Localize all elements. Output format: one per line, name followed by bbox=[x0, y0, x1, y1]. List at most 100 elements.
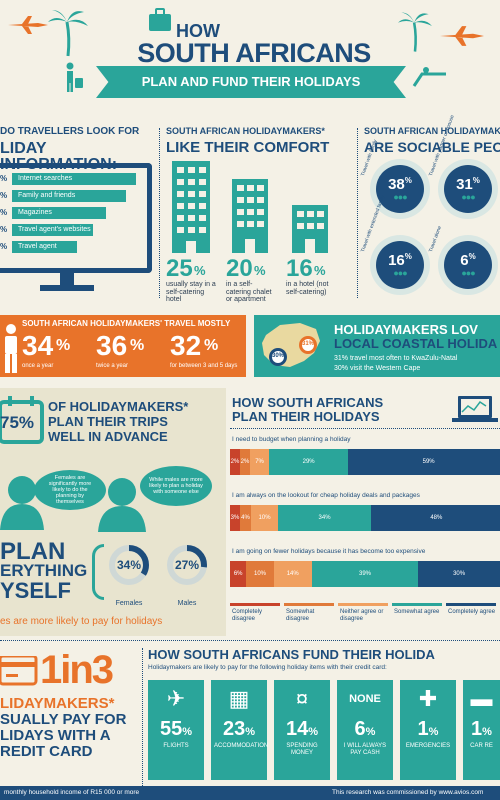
comfort-stat-unit: % bbox=[314, 263, 326, 278]
info-source-pct: % bbox=[0, 191, 8, 200]
comfort-stat-unit: % bbox=[254, 263, 266, 278]
credit-line-2: SUALLY PAY FOR bbox=[0, 711, 127, 728]
funding-label: EMERGENCIES bbox=[405, 743, 451, 749]
legend-swatch bbox=[392, 603, 442, 606]
funding-value: 1 bbox=[471, 718, 483, 740]
bar-segment: 59% bbox=[348, 449, 500, 475]
info-source-label: Family and friends bbox=[18, 192, 76, 199]
traveller-icon bbox=[66, 62, 83, 92]
sociable-value: 16 bbox=[388, 251, 405, 269]
funding-label: I WILL ALWAYS PAY CASH bbox=[343, 743, 387, 756]
funding-value: 23 bbox=[222, 718, 246, 740]
plan-text-3: YSELF bbox=[0, 578, 71, 603]
map-pin bbox=[269, 348, 287, 366]
monitor-stand bbox=[60, 273, 74, 287]
funding-label: SPENDING MONEY bbox=[286, 743, 318, 756]
bar-segment: 14% bbox=[273, 561, 312, 587]
airplane-icon bbox=[8, 16, 48, 34]
sociable-title-1: SOUTH AFRICAN HOLIDAYMAKE bbox=[364, 126, 500, 136]
sociable-unit: % bbox=[472, 175, 480, 185]
funding-unit: % bbox=[308, 726, 319, 738]
stacked-bar: 6% 10% 14% 39% 30% bbox=[230, 561, 500, 587]
sun-lounger-icon bbox=[412, 67, 446, 87]
advance-section: 75% OF HOLIDAYMAKERS* PLAN THEIR TRIPS W… bbox=[0, 388, 226, 636]
frequency-section: SOUTH AFRICAN HOLIDAYMAKERS' TRAVEL MOST… bbox=[0, 315, 246, 377]
legend-label: Neither agree or disagree bbox=[340, 609, 384, 622]
bar-segment: 2% bbox=[230, 449, 240, 475]
building-icon: ▦ bbox=[228, 686, 250, 711]
advance-pct: 75% bbox=[0, 413, 35, 432]
info-source-label: Internet searches bbox=[18, 175, 73, 182]
planning-title-2: PLAN THEIR HOLIDAYS bbox=[232, 409, 380, 424]
funding-tile: ✈ 55% FLIGHTS bbox=[148, 680, 204, 780]
credit-line-3: LIDAYS WITH A bbox=[0, 727, 111, 744]
info-source-label: Travel agent's websites bbox=[18, 226, 91, 233]
bar-segment: 2% bbox=[240, 449, 250, 475]
advance-footer: es are more likely to pay for holidays bbox=[0, 616, 163, 627]
male-ring-arc bbox=[167, 545, 207, 585]
airplane-icon bbox=[440, 26, 484, 46]
funding-unit: % bbox=[182, 726, 193, 738]
family-icon: ●●● bbox=[461, 267, 475, 278]
sociable-unit: % bbox=[468, 251, 476, 261]
frequency-value: 34 bbox=[22, 330, 54, 361]
funding-unit: % bbox=[428, 726, 439, 738]
bar-segment: 10% bbox=[246, 561, 274, 587]
funding-tile: ▬ 1% CAR RE bbox=[463, 680, 500, 780]
legend-label: Somewhat agree bbox=[394, 609, 440, 615]
credit-line-4: REDIT CARD bbox=[0, 743, 93, 760]
info-source-pct: % bbox=[0, 174, 8, 183]
sociable-title-2: ARE SOCIABLE PEOP bbox=[364, 139, 500, 155]
comfort-title-2: LIKE THEIR COMFORT bbox=[166, 139, 330, 156]
bar-segment: 7% bbox=[250, 449, 270, 475]
legend-swatch bbox=[284, 603, 334, 606]
funding-unit: % bbox=[245, 726, 256, 738]
airplane-icon: ✈ bbox=[166, 686, 186, 711]
bar-segment: 30% bbox=[418, 561, 500, 587]
family-icon: ●●● bbox=[461, 191, 475, 202]
sociable-label: Travel with family bbox=[360, 138, 379, 178]
funding-value-row: 23% bbox=[211, 718, 267, 741]
palm-tree-icon bbox=[398, 12, 432, 52]
page-title: SOUTH AFRICANS bbox=[137, 38, 371, 68]
advance-text-3: WELL IN ADVANCE bbox=[48, 429, 168, 444]
sociable-value-wrap: 16% bbox=[388, 251, 412, 269]
info-source-pct: % bbox=[0, 225, 8, 234]
female-ring-arc bbox=[109, 545, 149, 585]
palm-tree-icon bbox=[48, 10, 88, 57]
bar-segment: 6% bbox=[230, 561, 247, 587]
male-bubble: While males are more likely to plan a ho… bbox=[140, 466, 212, 506]
info-source-row: % Magazines bbox=[0, 207, 146, 220]
statement-text: I need to budget when planning a holiday bbox=[232, 436, 351, 443]
female-ring bbox=[109, 545, 149, 585]
frequency-label: once a year bbox=[22, 363, 54, 369]
sociable-label: Travel with extended family bbox=[360, 194, 387, 254]
info-source-label: Travel agent bbox=[18, 243, 57, 250]
comfort-stat-unit: % bbox=[194, 263, 206, 278]
female-pct: 34% bbox=[116, 558, 142, 572]
info-source-bar: Travel agent bbox=[12, 241, 77, 253]
funding-value-row: 6% bbox=[337, 718, 393, 741]
none-label: NONE bbox=[349, 693, 381, 705]
info-source-pct: % bbox=[0, 242, 8, 251]
sociable-label: Travel with partner or spouse bbox=[428, 114, 456, 178]
info-source-bar: Family and friends bbox=[12, 190, 126, 202]
info-source-bar: Travel agent's websites bbox=[12, 224, 93, 236]
page-subtitle: PLAN AND FUND THEIR HOLIDAYS bbox=[141, 74, 361, 89]
bracket bbox=[92, 544, 104, 600]
female-silhouette-icon bbox=[0, 476, 44, 530]
money-icon: ¤ bbox=[295, 686, 309, 711]
male-bubble-text: While males are more likely to plan a ho… bbox=[149, 476, 203, 496]
sociable-value: 6 bbox=[460, 251, 469, 269]
legend-swatch bbox=[446, 603, 496, 606]
sociable-value-wrap: 6% bbox=[460, 251, 476, 269]
sociable-label: Travel alone bbox=[428, 225, 443, 254]
small-building-icon bbox=[292, 205, 328, 253]
credit-card-icon bbox=[0, 656, 38, 686]
funding-subtitle: Holidaymakers are likely to pay for the … bbox=[148, 664, 387, 671]
funding-unit: % bbox=[482, 726, 492, 738]
info-source-pct: % bbox=[0, 208, 8, 217]
footer-bar: monthly household income of R15 000 or m… bbox=[0, 786, 500, 800]
credit-section: 1in3 LIDAYMAKERS* SUALLY PAY FOR LIDAYS … bbox=[0, 646, 140, 786]
divider bbox=[142, 648, 143, 786]
